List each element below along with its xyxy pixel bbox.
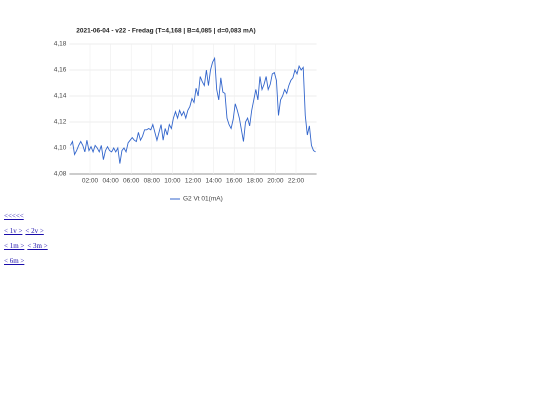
chart-title: 2021-06-04 - v22 - Fredag (T=4,168 | B=4… bbox=[76, 28, 255, 35]
x-tick-label: 16:00 bbox=[226, 178, 243, 185]
nav-row: <<<<< bbox=[4, 212, 51, 227]
x-tick-label: 08:00 bbox=[144, 178, 161, 185]
y-tick-label: 4,10 bbox=[54, 145, 67, 152]
x-tick-label: 12:00 bbox=[185, 178, 202, 185]
legend-label: G2 Vt 01(mA) bbox=[183, 196, 223, 203]
nav-link[interactable]: < 1v > bbox=[4, 227, 23, 235]
y-tick-label: 4,18 bbox=[54, 41, 67, 48]
nav-link[interactable]: <<<<< bbox=[4, 212, 24, 220]
x-tick-label: 20:00 bbox=[267, 178, 284, 185]
x-tick-label: 18:00 bbox=[247, 178, 264, 185]
data-line bbox=[70, 56, 316, 164]
y-tick-label: 4,14 bbox=[54, 93, 67, 100]
chart: 2021-06-04 - v22 - Fredag (T=4,168 | B=4… bbox=[54, 28, 317, 203]
x-tick-label: 06:00 bbox=[123, 178, 140, 185]
nav-link[interactable]: < 2v > bbox=[25, 227, 44, 235]
y-tick-label: 4,16 bbox=[54, 67, 67, 74]
nav-row: < 1m > < 3m > bbox=[4, 242, 51, 257]
x-tick-label: 02:00 bbox=[82, 178, 99, 185]
y-tick-label: 4,08 bbox=[54, 171, 67, 178]
nav-link[interactable]: < 1m > bbox=[4, 242, 25, 250]
x-tick-label: 22:00 bbox=[288, 178, 305, 185]
nav: <<<<< < 1v > < 2v > < 1m > < 3m > < 6m > bbox=[4, 212, 51, 272]
x-tick-label: 04:00 bbox=[102, 178, 119, 185]
nav-row: < 1v > < 2v > bbox=[4, 227, 51, 242]
nav-row: < 6m > bbox=[4, 257, 51, 272]
x-tick-label: 14:00 bbox=[205, 178, 222, 185]
y-tick-label: 4,12 bbox=[54, 119, 67, 126]
x-tick-label: 10:00 bbox=[164, 178, 181, 185]
nav-link[interactable]: < 3m > bbox=[27, 242, 48, 250]
nav-link[interactable]: < 6m > bbox=[4, 257, 25, 265]
